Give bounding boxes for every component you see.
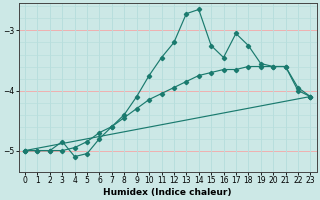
X-axis label: Humidex (Indice chaleur): Humidex (Indice chaleur) [103,188,232,197]
